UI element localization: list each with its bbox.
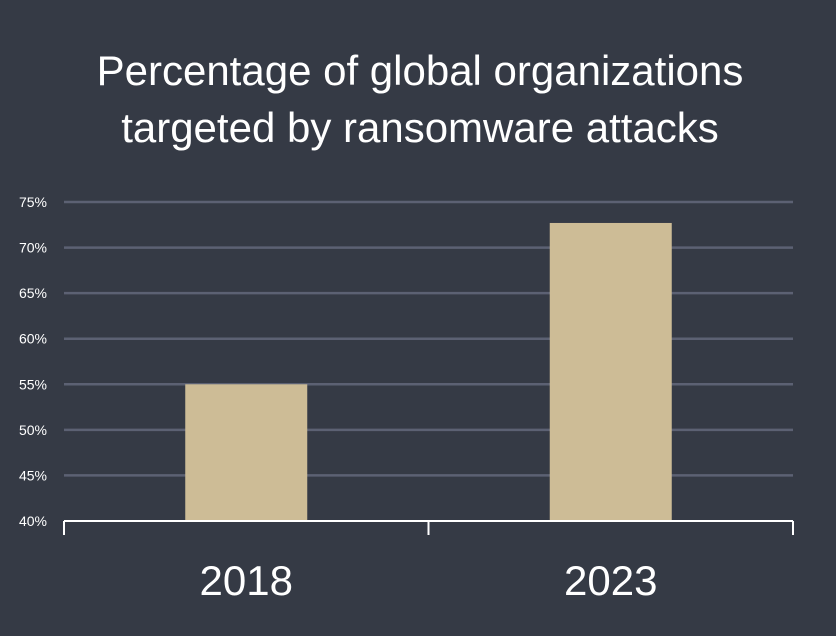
y-tick-label: 55% [19, 376, 47, 392]
y-tick-label: 45% [19, 467, 47, 483]
y-axis-tick-labels: 40% 45% 50% 55% 60% 65% 70% 75% [19, 194, 47, 529]
chart-title-line-1: Percentage of global organizations [97, 47, 744, 94]
gridlines [64, 200, 793, 477]
chart-title-line-2: targeted by ransomware attacks [121, 104, 719, 151]
y-tick-label: 40% [19, 513, 47, 529]
x-tick-label: 2018 [200, 557, 293, 604]
x-axis-tick-labels: 2018 2023 [200, 557, 658, 604]
y-tick-label: 65% [19, 285, 47, 301]
y-tick-label: 50% [19, 422, 47, 438]
bar-2018 [185, 384, 308, 521]
bars [185, 222, 672, 521]
bar-2023 [549, 222, 672, 521]
chart-title: Percentage of global organizations targe… [97, 47, 744, 151]
x-tick-label: 2023 [564, 557, 657, 604]
x-axis [63, 520, 794, 535]
y-tick-label: 60% [19, 331, 47, 347]
y-tick-label: 75% [19, 194, 47, 210]
y-tick-label: 70% [19, 240, 47, 256]
